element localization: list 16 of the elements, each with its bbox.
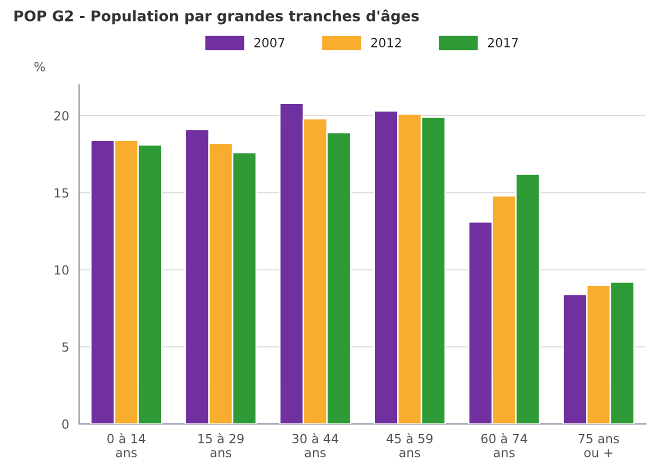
x-tick-label: 45 à 59 ans <box>386 433 433 458</box>
legend-label: 2012 <box>371 38 401 48</box>
chart-title: POP G2 - Population par grandes tranches d'âges <box>14 10 419 24</box>
x-tick-label: 60 à 74 ans <box>481 433 528 458</box>
legend-label: 2007 <box>254 38 284 48</box>
y-tick-label: 20 <box>54 111 69 121</box>
y-axis-title: % <box>34 62 45 72</box>
x-tick-label: 75 ans ou + <box>578 434 619 458</box>
y-tick-label: 5 <box>62 342 68 352</box>
x-tick-label: 0 à 14 ans <box>107 433 146 458</box>
legend-label: 2017 <box>488 38 518 48</box>
x-tick-label: 30 à 44 ans <box>292 433 338 458</box>
y-tick-label: 10 <box>54 265 69 275</box>
x-tick-label: 15 à 29 ans <box>198 433 244 458</box>
y-tick-label: 0 <box>62 419 69 429</box>
y-tick-label: 15 <box>54 188 68 198</box>
